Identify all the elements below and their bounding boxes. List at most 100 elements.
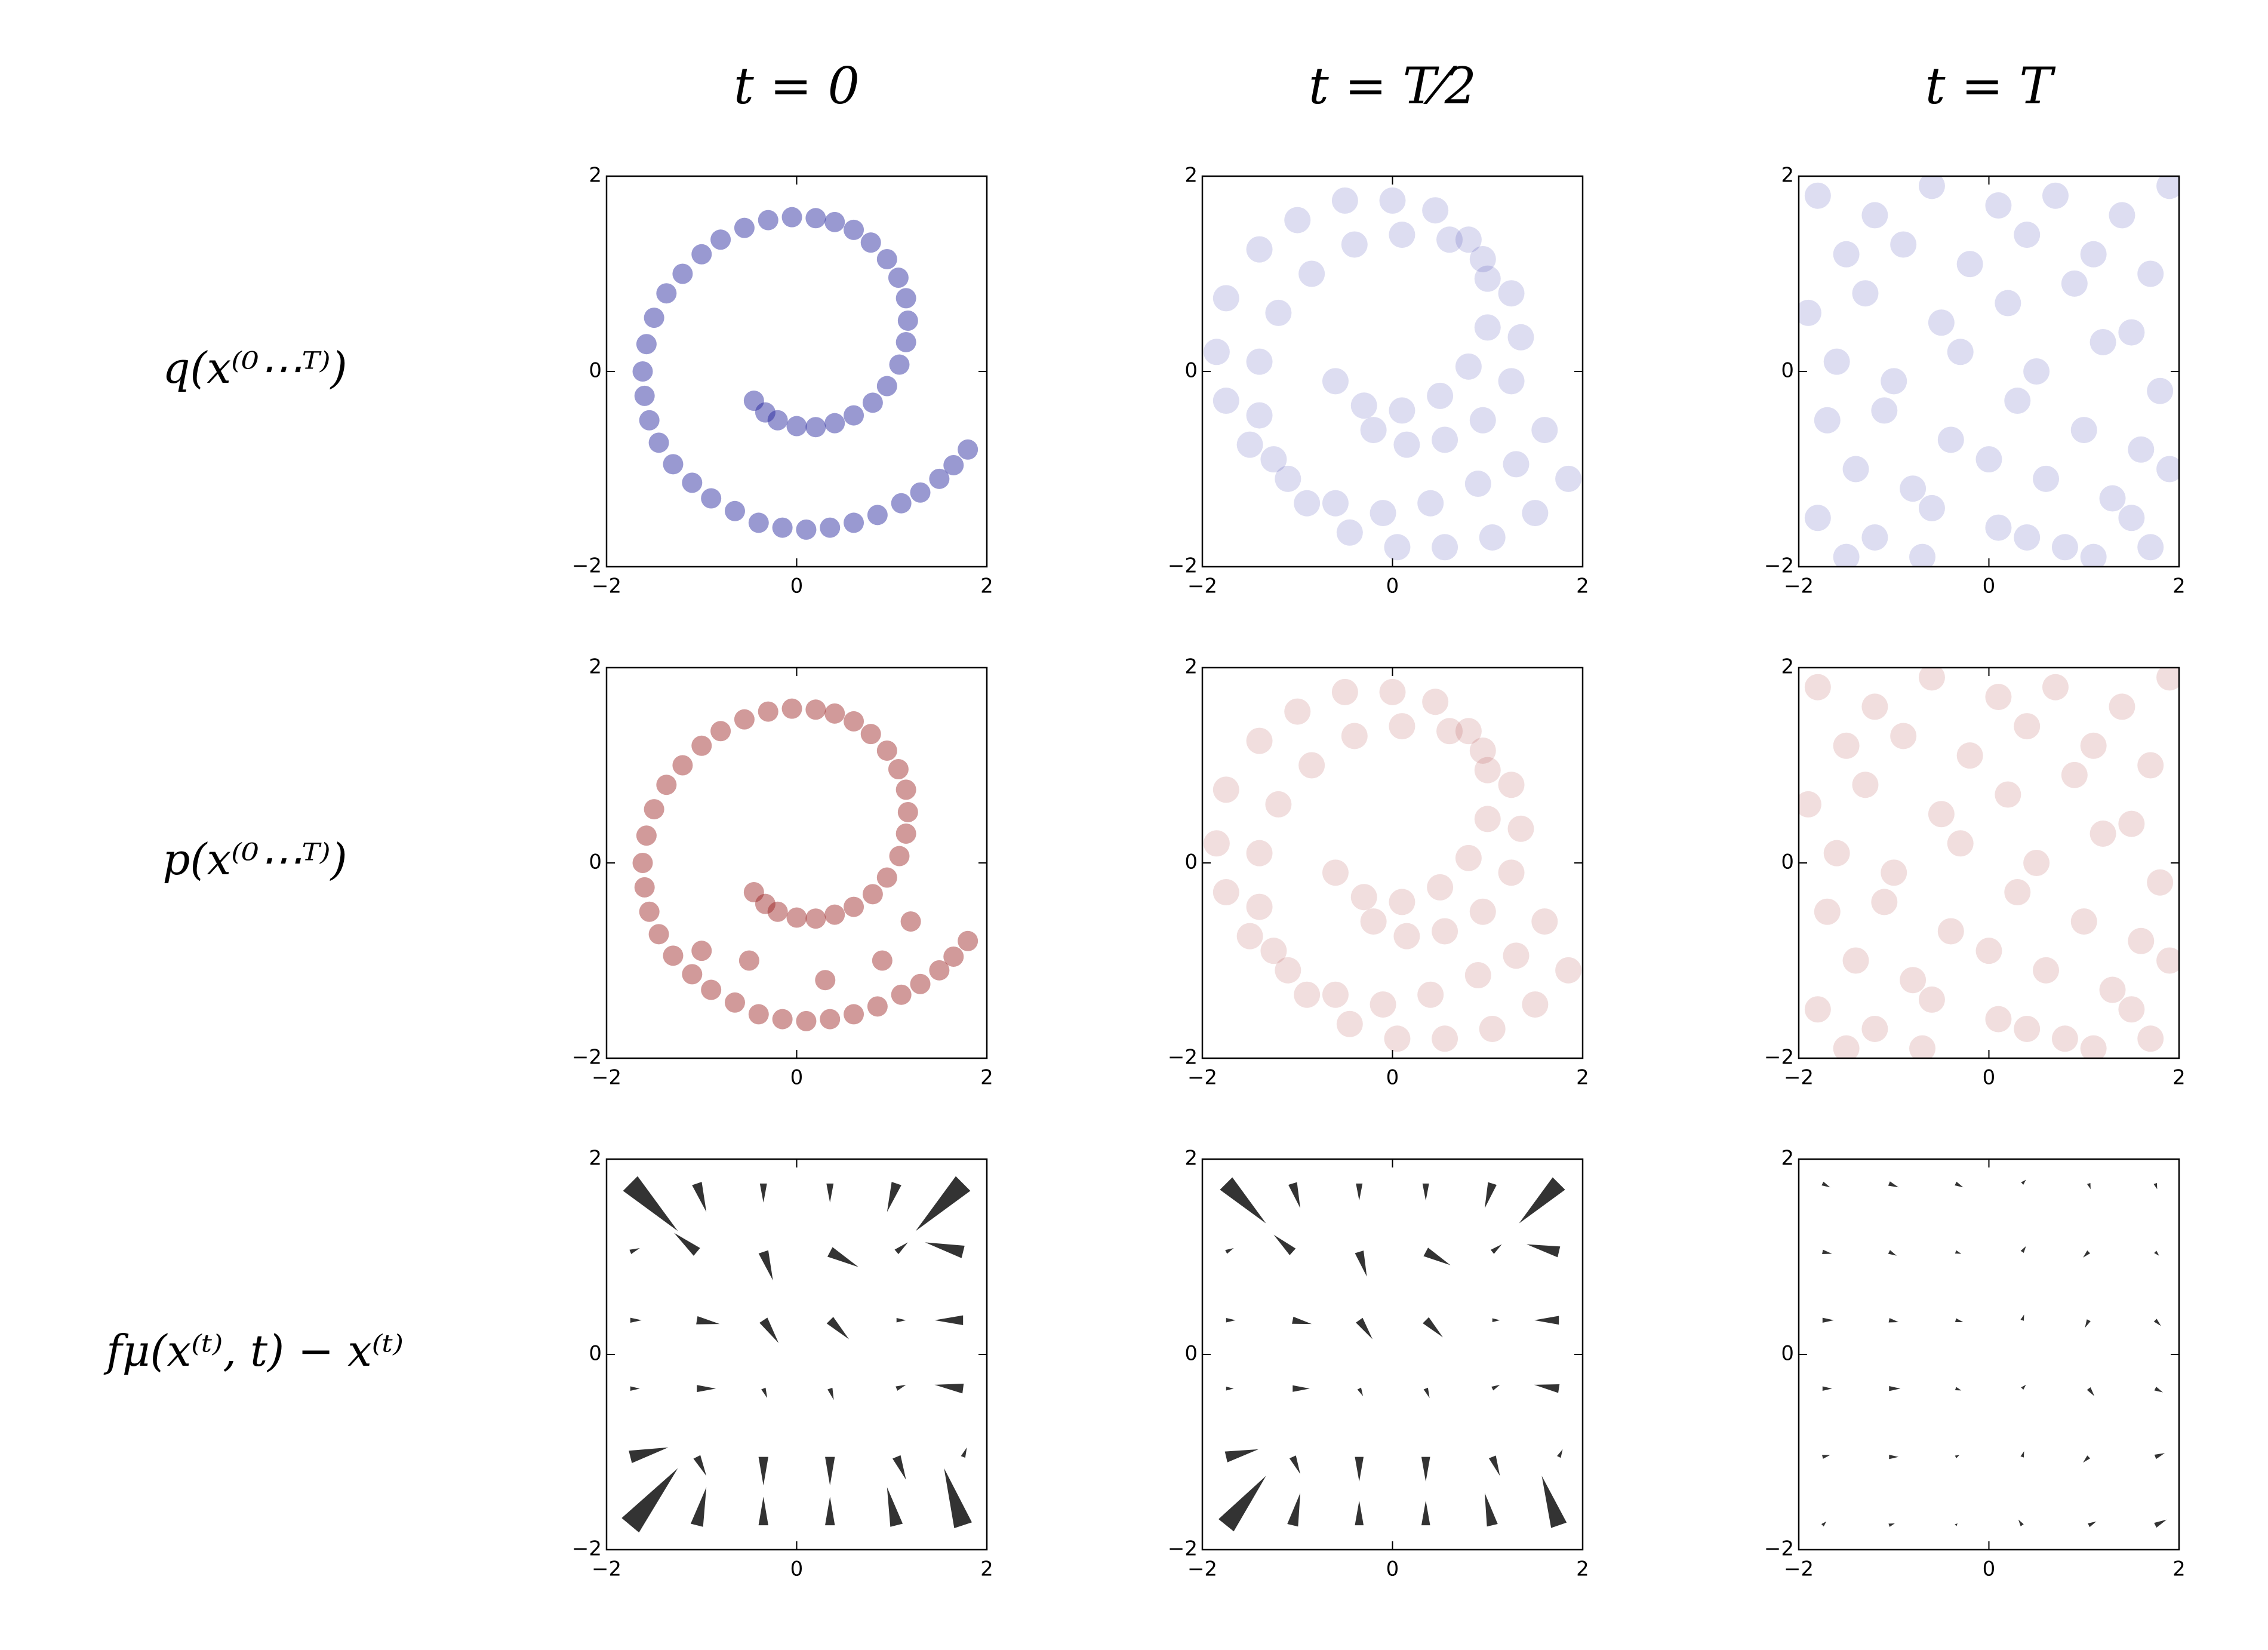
point xyxy=(1284,698,1311,725)
x-tick-label: −2 xyxy=(592,574,621,598)
point xyxy=(1265,299,1292,326)
point xyxy=(844,1004,864,1025)
point xyxy=(1474,265,1501,292)
point xyxy=(1469,737,1496,764)
arrow xyxy=(1421,1457,1430,1482)
point xyxy=(1275,957,1301,984)
point xyxy=(805,417,826,438)
x-tick-label: −2 xyxy=(592,1557,621,1581)
arrow xyxy=(2085,1319,2091,1328)
arrow xyxy=(1527,1244,1561,1258)
point xyxy=(758,701,778,722)
point xyxy=(2137,1025,2164,1052)
point xyxy=(1474,806,1501,832)
arrow xyxy=(2154,1387,2163,1393)
point xyxy=(1985,1006,2012,1033)
x-tick-label: −2 xyxy=(1187,574,1217,598)
point xyxy=(1417,490,1444,517)
panel: p(x⁽⁰⋯ᵀ⁾) −2 0 2 −2 0 2 xyxy=(162,655,993,1090)
y-tick-label: 0 xyxy=(1184,359,1198,383)
plot-area xyxy=(1203,187,1582,561)
y-tick-label: 2 xyxy=(1781,1147,1794,1170)
point xyxy=(1432,426,1458,453)
arrow xyxy=(1357,1387,1364,1396)
point xyxy=(1503,451,1530,478)
plot-area xyxy=(1218,1177,1567,1532)
point xyxy=(786,907,807,928)
point xyxy=(1455,226,1482,253)
arrow xyxy=(2083,1250,2091,1258)
plot-area xyxy=(1799,668,2179,1058)
point xyxy=(1995,290,2021,317)
y-tick-label: 2 xyxy=(589,1147,602,1170)
point xyxy=(656,283,677,304)
point xyxy=(867,505,888,526)
axes-frame xyxy=(605,175,988,568)
arrow xyxy=(1355,1457,1364,1482)
point xyxy=(1861,524,1888,551)
point xyxy=(1814,898,1841,925)
point xyxy=(1236,431,1263,458)
point xyxy=(876,376,897,397)
arrow xyxy=(1490,1244,1502,1254)
point xyxy=(639,410,660,431)
point xyxy=(872,950,893,971)
arrow xyxy=(1226,1318,1236,1323)
y-tick-label: 0 xyxy=(1781,1342,1794,1366)
point xyxy=(1246,236,1273,263)
point xyxy=(1422,197,1449,224)
arrow xyxy=(1822,1455,1830,1459)
point xyxy=(1389,713,1415,740)
point xyxy=(2070,417,2097,444)
point xyxy=(862,392,883,413)
point xyxy=(1389,397,1415,424)
x-tick-label: 2 xyxy=(2172,1066,2186,1090)
point xyxy=(1823,348,1850,375)
point xyxy=(1331,187,1358,214)
point xyxy=(1213,776,1239,803)
point xyxy=(815,970,836,991)
point xyxy=(1331,678,1358,705)
point xyxy=(1417,981,1444,1008)
point xyxy=(2109,202,2135,229)
arrow xyxy=(1888,1250,1897,1256)
arrow xyxy=(623,1176,678,1231)
point xyxy=(805,699,826,720)
point xyxy=(1498,859,1525,886)
x-tick-label: 0 xyxy=(1983,574,1996,598)
arrow xyxy=(758,1250,773,1281)
point xyxy=(1861,1015,1888,1042)
arrow xyxy=(1955,1387,1962,1391)
arrow xyxy=(692,1182,707,1212)
axes-frame xyxy=(605,666,988,1059)
arrow xyxy=(825,1457,835,1486)
point xyxy=(1336,519,1363,546)
point xyxy=(1871,397,1898,424)
arrow xyxy=(944,1468,972,1529)
plot-area xyxy=(632,207,978,540)
arrow xyxy=(2153,1182,2158,1190)
panel: −2 0 2 −2 0 2 xyxy=(1168,655,1589,1090)
point xyxy=(1531,908,1558,935)
point xyxy=(710,721,731,742)
point xyxy=(889,846,910,867)
point xyxy=(910,973,931,994)
point xyxy=(1555,957,1582,984)
point xyxy=(1393,431,1420,458)
point xyxy=(1852,280,1879,307)
point xyxy=(929,468,950,489)
column-title: t = T xyxy=(1925,57,2057,115)
point xyxy=(636,825,657,846)
arrow xyxy=(1422,1183,1429,1201)
point xyxy=(1918,986,1945,1013)
point xyxy=(1985,514,2012,541)
point xyxy=(888,759,909,780)
point xyxy=(2004,879,2031,906)
point xyxy=(1937,426,1964,453)
x-tick-label: 2 xyxy=(1576,1557,1589,1581)
point xyxy=(2061,761,2088,788)
y-tick-label: 2 xyxy=(1184,655,1198,679)
point xyxy=(862,884,883,905)
point xyxy=(1881,859,1907,886)
arrow xyxy=(1288,1182,1301,1209)
